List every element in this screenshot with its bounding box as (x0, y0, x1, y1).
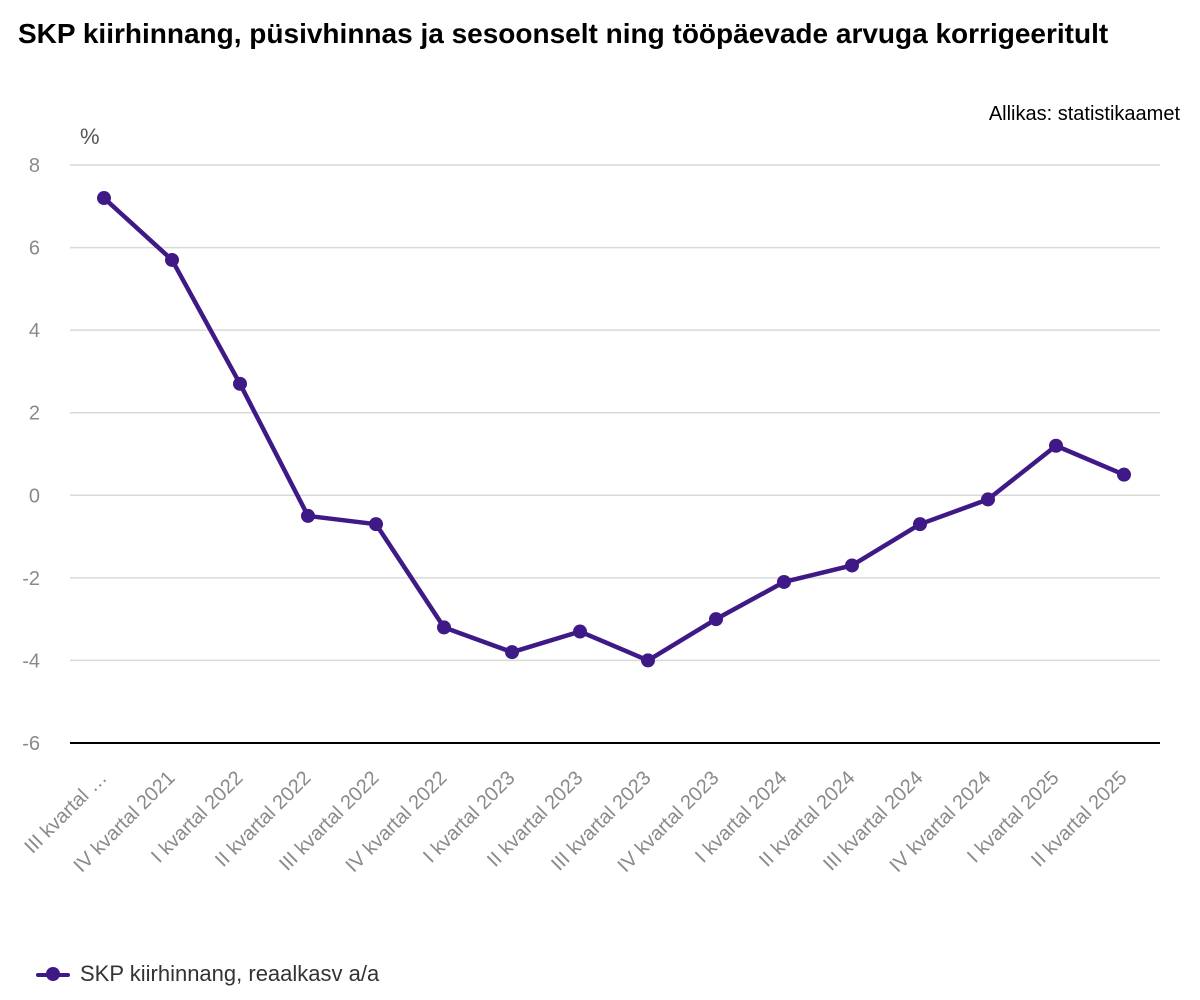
legend-marker-icon (36, 964, 70, 984)
legend: SKP kiirhinnang, reaalkasv a/a (36, 958, 379, 990)
y-tick-label: -4 (22, 650, 40, 672)
data-point (165, 252, 179, 267)
data-point (97, 191, 111, 206)
data-point (233, 376, 247, 391)
y-axis-unit-label: % (80, 124, 100, 149)
data-point (301, 508, 315, 523)
data-point (641, 653, 655, 668)
series-layer (97, 191, 1131, 668)
y-tick-label: -6 (22, 733, 40, 755)
y-tick-label: -2 (22, 568, 40, 590)
y-tick-label: 0 (29, 485, 40, 507)
legend-label: SKP kiirhinnang, reaalkasv a/a (80, 961, 380, 986)
line-chart: % 8 6 4 2 0 -2 -4 -6 III kvartal …IV kvartal 20… (21, 124, 1160, 877)
data-point (913, 517, 927, 532)
data-point (709, 612, 723, 627)
chart-title: SKP kiirhinnang, püsivhinnas ja sesoonse… (18, 18, 1109, 49)
data-point (1117, 467, 1131, 482)
y-tick-label: 4 (29, 320, 40, 342)
data-point (981, 492, 995, 507)
data-point (573, 624, 587, 639)
y-tick-label: 2 (29, 403, 40, 425)
data-point (505, 645, 519, 660)
source-note: Allikas: statistikaamet (988, 103, 1180, 125)
data-point (777, 574, 791, 589)
grid-lines (70, 164, 1160, 744)
y-tick-label: 8 (29, 155, 40, 177)
series-line (101, 195, 1127, 663)
data-point (437, 620, 451, 635)
y-axis-ticks: 8 6 4 2 0 -2 -4 -6 (22, 155, 40, 755)
data-point (369, 517, 383, 532)
data-point (845, 558, 859, 573)
y-tick-label: 6 (29, 238, 40, 260)
data-point (1049, 438, 1063, 453)
